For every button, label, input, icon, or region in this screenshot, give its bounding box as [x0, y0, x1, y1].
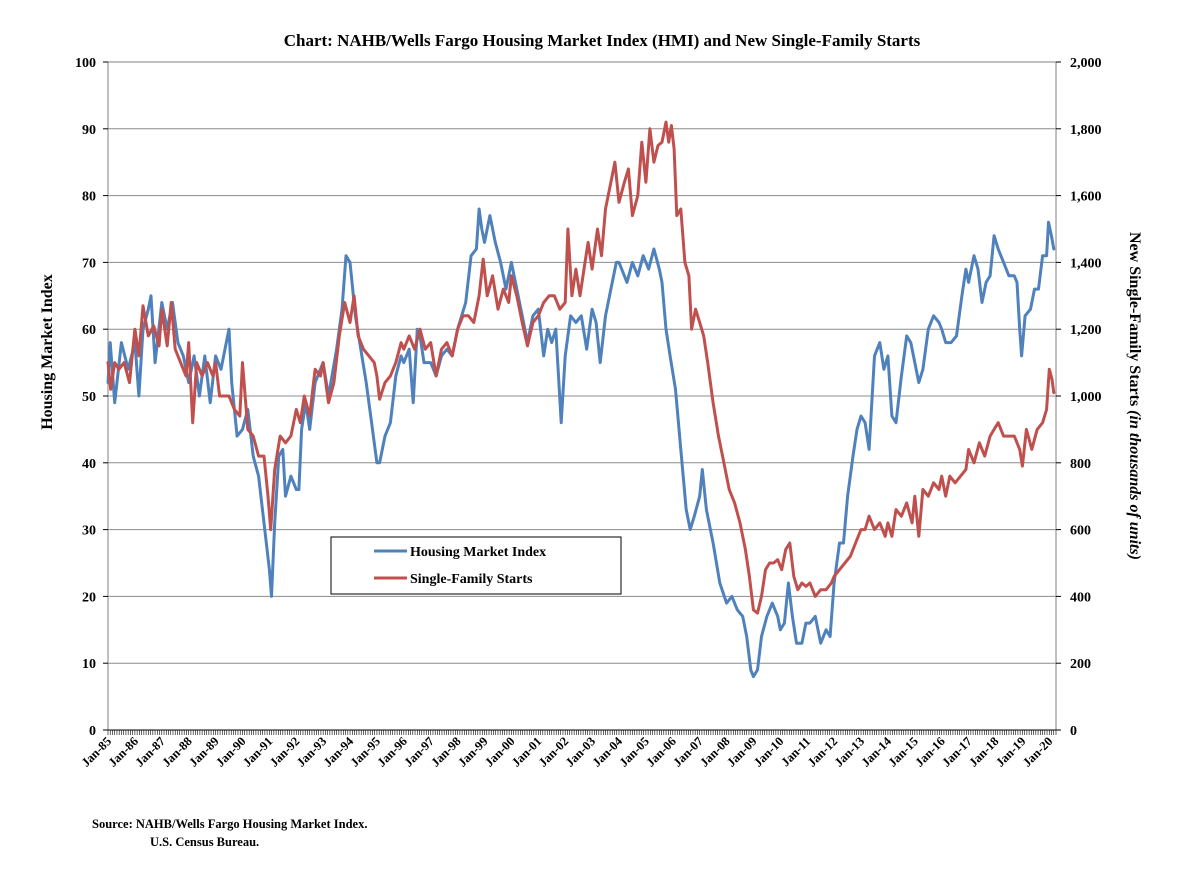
y-left-tick-label: 0 [89, 724, 96, 739]
gridlines [108, 61, 1056, 731]
y-axis-right-label: New Single-Family Starts (in thousands o… [1126, 232, 1143, 560]
y-left-tick-label: 80 [82, 190, 96, 205]
y-right-tick-label: 1,600 [1070, 190, 1102, 205]
y-right-tick-label: 0 [1070, 724, 1077, 739]
y-right-tick-label: 1,200 [1070, 323, 1102, 338]
y-axis-right: 0 200 400 600 800 1,000 1,200 1,400 1,600 1,800 2,… [1056, 56, 1102, 739]
x-tick-label: Jan-10 [751, 734, 786, 769]
y-axis-left-label: Housing Market Index [39, 274, 56, 430]
y-right-tick-label: 400 [1070, 590, 1091, 605]
y-right-tick-label: 800 [1070, 457, 1091, 472]
y-left-tick-label: 90 [82, 123, 96, 138]
legend-label-hmi: Housing Market Index [410, 545, 546, 560]
y-right-tick-label: 200 [1070, 657, 1091, 672]
x-axis: Jan-85Jan-86Jan-87Jan-88Jan-89Jan-90Jan-… [79, 729, 1057, 770]
y-axis-left: 0 10 20 30 40 50 60 70 80 90 100 [75, 56, 108, 739]
y-left-tick-label: 20 [82, 590, 96, 605]
y-right-tick-label: 1,000 [1070, 390, 1102, 405]
series-line-starts [106, 120, 1056, 615]
y-left-tick-label: 100 [75, 56, 96, 71]
legend-label-starts: Single-Family Starts [410, 572, 533, 587]
y-axis-right-label-units: (in thousands of units) [1126, 410, 1143, 560]
y-left-tick-label: 40 [82, 457, 96, 472]
y-right-tick-label: 600 [1070, 524, 1091, 539]
chart-title: Chart: NAHB/Wells Fargo Housing Market I… [284, 31, 921, 50]
y-left-tick-label: 30 [82, 524, 96, 539]
source-line-2: U.S. Census Bureau. [150, 835, 259, 849]
series-lines [106, 120, 1056, 679]
series-line-hmi [106, 207, 1056, 679]
y-right-tick-label: 2,000 [1070, 56, 1102, 71]
x-tick-label: Jan-20 [1020, 734, 1055, 769]
y-right-tick-label: 1,400 [1070, 256, 1102, 271]
source-line-1: Source: NAHB/Wells Fargo Housing Market … [92, 817, 367, 831]
y-left-tick-label: 10 [82, 657, 96, 672]
legend: Housing Market Index Single-Family Start… [330, 536, 622, 595]
y-left-tick-label: 60 [82, 323, 96, 338]
legend-box [330, 536, 622, 595]
y-left-tick-label: 70 [82, 256, 96, 271]
y-right-tick-label: 1,800 [1070, 123, 1102, 138]
y-axis-right-label-main: New Single-Family Starts [1126, 232, 1143, 410]
y-left-tick-label: 50 [82, 390, 96, 405]
